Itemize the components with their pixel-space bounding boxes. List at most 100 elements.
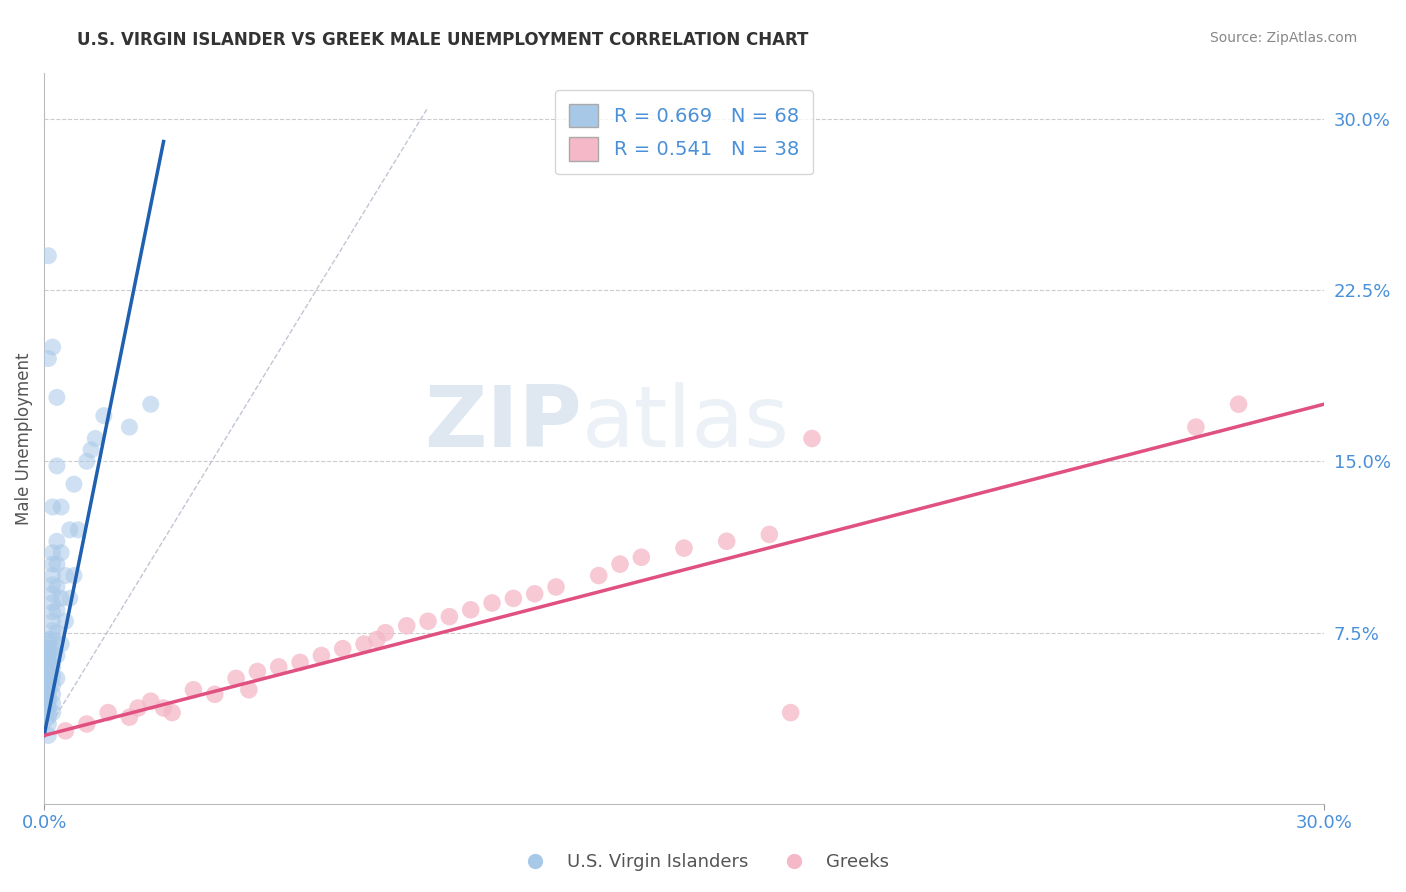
Point — [37, 706, 59, 720]
Text: U.S. VIRGIN ISLANDER VS GREEK MALE UNEMPLOYMENT CORRELATION CHART: U.S. VIRGIN ISLANDER VS GREEK MALE UNEMP… — [77, 31, 808, 49]
Point — [41, 587, 63, 601]
Point — [41, 660, 63, 674]
Point — [45, 603, 67, 617]
Y-axis label: Male Unemployment: Male Unemployment — [15, 352, 32, 524]
Point — [37, 701, 59, 715]
Point — [37, 249, 59, 263]
Point — [353, 637, 375, 651]
Point — [311, 648, 333, 663]
Point — [139, 694, 162, 708]
Point — [45, 557, 67, 571]
Point — [51, 546, 73, 560]
Point — [246, 665, 269, 679]
Point — [45, 671, 67, 685]
Point — [160, 706, 183, 720]
Point — [37, 673, 59, 688]
Point — [59, 523, 82, 537]
Point — [41, 669, 63, 683]
Point — [37, 650, 59, 665]
Point — [267, 660, 290, 674]
Point — [481, 596, 503, 610]
Point — [416, 614, 439, 628]
Point — [37, 641, 59, 656]
Point — [41, 546, 63, 560]
Point — [51, 500, 73, 514]
Point — [41, 500, 63, 514]
Point — [76, 454, 98, 468]
Text: Source: ZipAtlas.com: Source: ZipAtlas.com — [1209, 31, 1357, 45]
Point — [801, 432, 824, 446]
Point — [630, 550, 652, 565]
Point — [41, 568, 63, 582]
Point — [84, 432, 107, 446]
Point — [37, 669, 59, 683]
Point — [609, 557, 631, 571]
Point — [55, 568, 77, 582]
Point — [45, 390, 67, 404]
Point — [41, 340, 63, 354]
Point — [523, 587, 546, 601]
Point — [41, 706, 63, 720]
Point — [51, 637, 73, 651]
Point — [45, 534, 67, 549]
Point — [332, 641, 354, 656]
Point — [118, 710, 141, 724]
Point — [76, 717, 98, 731]
Point — [37, 665, 59, 679]
Point — [152, 701, 174, 715]
Point — [37, 687, 59, 701]
Point — [41, 650, 63, 665]
Point — [41, 557, 63, 571]
Point — [238, 682, 260, 697]
Point — [63, 477, 86, 491]
Point — [716, 534, 738, 549]
Point — [41, 614, 63, 628]
Point — [41, 678, 63, 692]
Point — [37, 632, 59, 647]
Point — [41, 641, 63, 656]
Point — [67, 523, 90, 537]
Point — [55, 723, 77, 738]
Point — [183, 682, 205, 697]
Point — [127, 701, 149, 715]
Point — [51, 591, 73, 606]
Text: ZIP: ZIP — [423, 383, 582, 466]
Point — [439, 609, 461, 624]
Point — [395, 619, 418, 633]
Point — [37, 646, 59, 660]
Point — [37, 697, 59, 711]
Point — [45, 625, 67, 640]
Point — [41, 632, 63, 647]
Point — [37, 660, 59, 674]
Point — [139, 397, 162, 411]
Point — [63, 568, 86, 582]
Legend: R = 0.669   N = 68, R = 0.541   N = 38: R = 0.669 N = 68, R = 0.541 N = 38 — [555, 90, 813, 175]
Point — [37, 728, 59, 742]
Point — [37, 710, 59, 724]
Point — [41, 605, 63, 619]
Text: atlas: atlas — [582, 383, 790, 466]
Point — [588, 568, 610, 582]
Point — [41, 697, 63, 711]
Point — [97, 706, 120, 720]
Point — [37, 678, 59, 692]
Point — [93, 409, 115, 423]
Point — [45, 458, 67, 473]
Point — [366, 632, 388, 647]
Point — [374, 625, 396, 640]
Point — [37, 717, 59, 731]
Point — [204, 687, 226, 701]
Point — [1185, 420, 1208, 434]
Point — [37, 351, 59, 366]
Point — [37, 637, 59, 651]
Point — [45, 580, 67, 594]
Point — [45, 648, 67, 663]
Point — [41, 687, 63, 701]
Point — [225, 671, 247, 685]
Point — [118, 420, 141, 434]
Legend: U.S. Virgin Islanders, Greeks: U.S. Virgin Islanders, Greeks — [509, 847, 897, 879]
Point — [55, 614, 77, 628]
Point — [758, 527, 780, 541]
Point — [41, 577, 63, 591]
Point — [288, 656, 311, 670]
